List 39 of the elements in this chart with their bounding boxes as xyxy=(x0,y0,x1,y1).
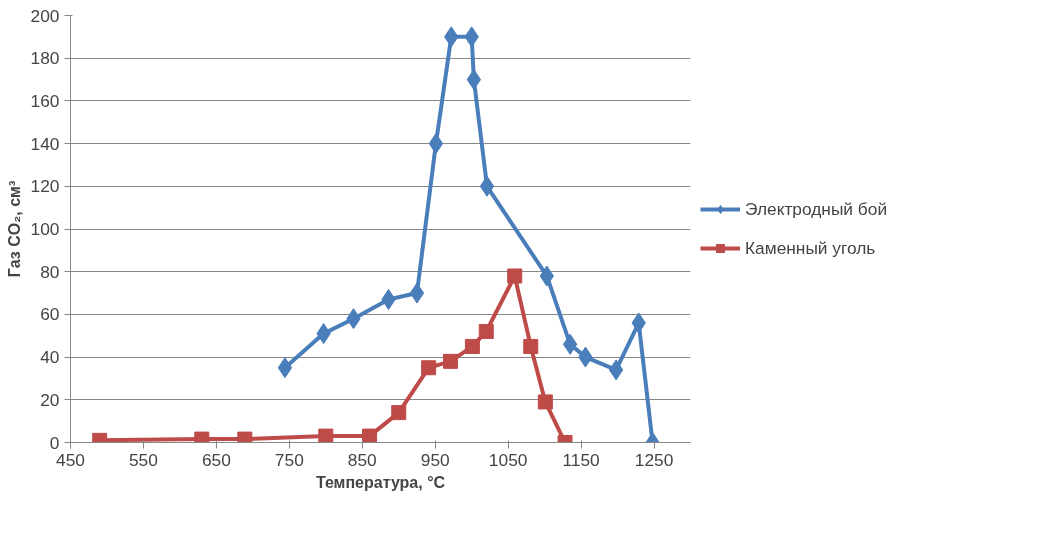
y-tick-label: 160 xyxy=(30,90,60,111)
point xyxy=(421,360,437,376)
x-tick-label: 650 xyxy=(201,449,231,470)
y-tick-label: 180 xyxy=(30,48,60,69)
y-tick-label: 80 xyxy=(40,261,60,282)
y-tick-label: 100 xyxy=(30,219,60,239)
x-tick-label: 1250 xyxy=(634,449,674,470)
legend-label: Электродный бой xyxy=(745,198,888,220)
y-tick-label: 140 xyxy=(30,133,60,154)
x-tick-label: 1050 xyxy=(488,449,528,470)
point xyxy=(318,428,334,443)
point xyxy=(479,175,495,197)
x-tick-label: 850 xyxy=(347,449,377,470)
point xyxy=(466,69,482,91)
point xyxy=(608,359,624,381)
point xyxy=(537,394,553,410)
point xyxy=(443,353,459,369)
point xyxy=(562,333,578,355)
point xyxy=(523,338,539,354)
point xyxy=(478,323,494,339)
point xyxy=(277,357,293,379)
x-tick-label: 1150 xyxy=(562,449,600,470)
legend-label: Каменный уголь xyxy=(745,237,876,259)
y-axis-title: Газ CO₂, см³ xyxy=(5,180,23,278)
x-axis-title: Температура, °C xyxy=(315,473,446,491)
point xyxy=(507,268,523,284)
y-tick-label: 60 xyxy=(40,304,60,325)
x-tick-label: 950 xyxy=(420,449,450,470)
point xyxy=(428,133,444,155)
x-tick-label: 750 xyxy=(274,449,304,470)
x-tick-label: 550 xyxy=(128,449,158,470)
y-tick-label: 120 xyxy=(30,176,60,197)
point xyxy=(464,338,480,354)
point xyxy=(391,405,407,421)
point xyxy=(362,428,378,443)
y-tick-label: 200 xyxy=(30,5,60,26)
point xyxy=(409,282,425,304)
y-tick-label: 20 xyxy=(40,389,60,410)
y-tick-label: 40 xyxy=(40,347,60,368)
